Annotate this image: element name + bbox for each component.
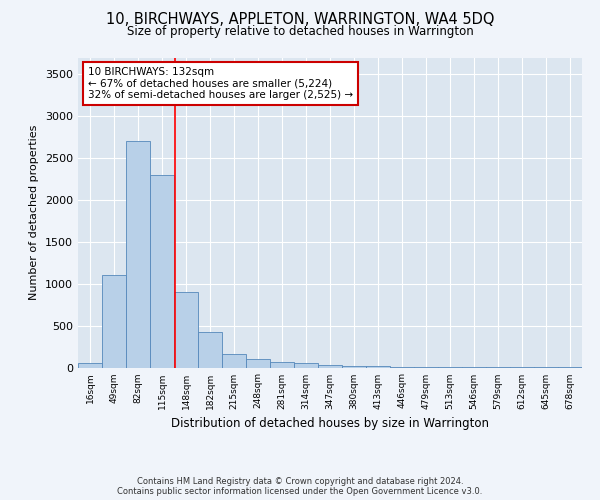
Bar <box>318 365 342 368</box>
Bar <box>174 292 198 368</box>
Bar <box>198 332 222 368</box>
Bar <box>366 366 390 368</box>
Bar <box>246 359 270 368</box>
Text: Size of property relative to detached houses in Warrington: Size of property relative to detached ho… <box>127 25 473 38</box>
Text: Contains HM Land Registry data © Crown copyright and database right 2024.
Contai: Contains HM Land Registry data © Crown c… <box>118 476 482 496</box>
Bar <box>342 366 366 368</box>
Bar <box>78 364 102 368</box>
Text: 10, BIRCHWAYS, APPLETON, WARRINGTON, WA4 5DQ: 10, BIRCHWAYS, APPLETON, WARRINGTON, WA4… <box>106 12 494 28</box>
Bar <box>390 366 414 368</box>
Text: 10 BIRCHWAYS: 132sqm
← 67% of detached houses are smaller (5,224)
32% of semi-de: 10 BIRCHWAYS: 132sqm ← 67% of detached h… <box>88 67 353 100</box>
Y-axis label: Number of detached properties: Number of detached properties <box>29 125 40 300</box>
Bar <box>150 175 174 368</box>
Bar <box>102 276 126 368</box>
Bar <box>126 142 150 368</box>
Bar <box>222 354 246 368</box>
X-axis label: Distribution of detached houses by size in Warrington: Distribution of detached houses by size … <box>171 417 489 430</box>
Bar <box>270 362 294 368</box>
Bar <box>294 364 318 368</box>
